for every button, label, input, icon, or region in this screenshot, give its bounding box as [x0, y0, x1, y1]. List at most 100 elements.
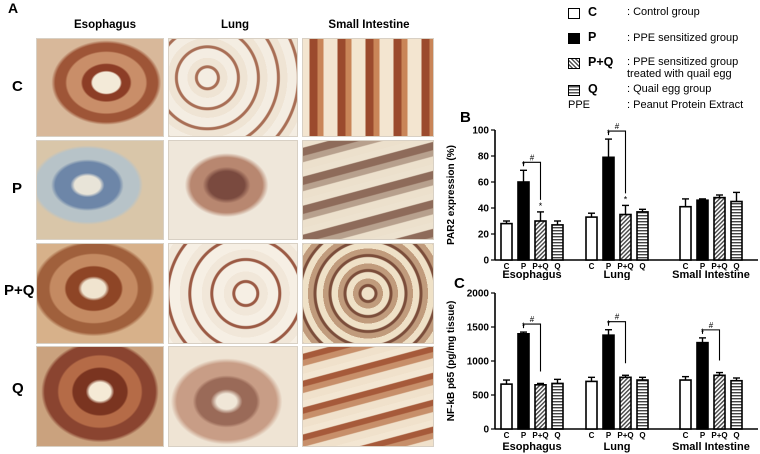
bar-esophagus-p-plus-q: [534, 384, 547, 430]
bar-label: Q: [639, 431, 645, 440]
row-label-p-plus-q: P+Q: [4, 282, 35, 299]
hash-mark: #: [615, 313, 620, 322]
bar-label: C: [504, 431, 510, 440]
bar-small-intestine-q: [730, 200, 743, 261]
bar-label: P+Q: [532, 431, 548, 440]
bar-label: P+Q: [617, 262, 633, 271]
legend-code-p: P: [588, 30, 597, 44]
group-label: Lung: [604, 269, 631, 280]
bar-esophagus-q: [551, 224, 564, 261]
micrograph-esophagus-q: [36, 346, 164, 447]
bar-label: P+Q: [617, 431, 633, 440]
column-header-small-intestine: Small Intestine: [328, 19, 410, 31]
y-tick-label: 40: [478, 204, 490, 215]
column-header-esophagus: Esophagus: [74, 19, 136, 31]
column-header-lung: Lung: [220, 19, 250, 31]
legend-text-p: : PPE sensitized group: [627, 32, 739, 44]
bar-small-intestine-p: [696, 341, 709, 430]
group-label: Esophagus: [502, 269, 561, 280]
bar-lung-p: [602, 334, 615, 430]
bar-label: Q: [554, 431, 560, 440]
bar-label: C: [589, 262, 595, 271]
legend-code-p-plus-q: P+Q: [588, 55, 614, 69]
bar-label: P: [521, 262, 527, 271]
bar-label: Q: [639, 262, 645, 271]
bar-lung-q: [636, 211, 649, 261]
significance-star: *: [539, 201, 543, 211]
bar-esophagus-q: [551, 382, 564, 430]
bar-label: Q: [733, 262, 739, 271]
bar-label: Q: [733, 431, 739, 440]
comparison-bracket: [701, 329, 721, 361]
legend-text-q: : Quail egg group: [627, 83, 712, 95]
legend-text-p-plus-q-line2: treated with quail egg: [627, 68, 732, 80]
bar-label: P: [521, 431, 527, 440]
micrograph-esophagus-p-plus-q: [36, 243, 164, 344]
hash-mark: #: [530, 153, 535, 162]
legend-code-c: C: [588, 5, 598, 19]
bar-label: C: [589, 431, 595, 440]
group-label: Esophagus: [502, 441, 561, 453]
bar-label: Q: [554, 262, 560, 271]
panel-a-letter: A: [8, 0, 19, 16]
micrograph-lung-c: [168, 38, 298, 137]
significance-star: *: [624, 194, 628, 204]
y-tick-label: 20: [478, 230, 490, 241]
y-tick-label: 1000: [467, 357, 490, 368]
legend-swatch-control: [568, 8, 580, 19]
bar-label: P+Q: [711, 431, 727, 440]
bar-label: C: [683, 262, 689, 271]
comparison-bracket: [607, 130, 627, 194]
bar-esophagus-c: [500, 222, 513, 261]
legend-abbr-code: PPE: [568, 99, 591, 111]
micrograph-lung-q: [168, 346, 298, 447]
bar-esophagus-p: [517, 332, 530, 430]
bar-label: C: [683, 431, 689, 440]
bar-small-intestine-p-plus-q: [713, 374, 726, 430]
bar-label: P: [700, 262, 706, 271]
micrograph-lung-p: [168, 140, 298, 240]
panel-letter: B: [460, 109, 471, 126]
y-tick-label: 1500: [467, 323, 490, 334]
bar-esophagus-p: [517, 181, 530, 261]
group-label: Small Intestine: [672, 441, 750, 453]
hash-mark: #: [709, 321, 714, 330]
bar-lung-c: [585, 216, 598, 261]
bar-small-intestine-p-plus-q: [713, 196, 726, 261]
y-tick-label: 0: [483, 425, 489, 436]
bar-lung-q: [636, 379, 649, 430]
bar-label: P+Q: [711, 262, 727, 271]
legend-swatch-pps: [568, 33, 580, 44]
y-tick-label: 0: [483, 256, 489, 267]
bar-label: P: [606, 262, 612, 271]
panel-letter: C: [454, 275, 465, 292]
legend-text-c: : Control group: [627, 6, 700, 18]
hash-mark: #: [530, 315, 535, 324]
bar-label: P: [700, 431, 706, 440]
comparison-bracket: [522, 323, 542, 372]
y-tick-label: 80: [478, 152, 490, 163]
legend-abbr-text: : Peanut Protein Extract: [627, 99, 744, 111]
y-tick-label: 2000: [467, 289, 490, 300]
bar-small-intestine-q: [730, 379, 743, 430]
bar-lung-p: [602, 156, 615, 261]
comparison-bracket: [522, 161, 542, 200]
micrograph-small-intestine-p-plus-q: [302, 243, 434, 344]
legend-swatch-quail: [568, 85, 580, 96]
bar-label: P+Q: [532, 262, 548, 271]
micrograph-small-intestine-c: [302, 38, 434, 137]
y-axis-label: PAR2 expression (%): [446, 145, 457, 245]
bar-lung-c: [585, 380, 598, 430]
bar-esophagus-c: [500, 383, 513, 430]
bar-small-intestine-c: [679, 379, 692, 430]
chart-b-par2: B 0 20 40 60 80 100 PAR2 expression (%) C * P * P+Q Q…: [446, 109, 758, 280]
bar-label: C: [504, 262, 510, 271]
row-label-q: Q: [12, 380, 24, 397]
bar-lung-p-plus-q: [619, 376, 632, 430]
bar-lung-p-plus-q: [619, 213, 632, 261]
y-tick-label: 500: [472, 391, 489, 402]
group-label: Lung: [604, 441, 631, 453]
y-tick-label: 60: [478, 178, 490, 189]
y-tick-label: 100: [472, 126, 489, 137]
row-label-p: P: [12, 180, 23, 197]
